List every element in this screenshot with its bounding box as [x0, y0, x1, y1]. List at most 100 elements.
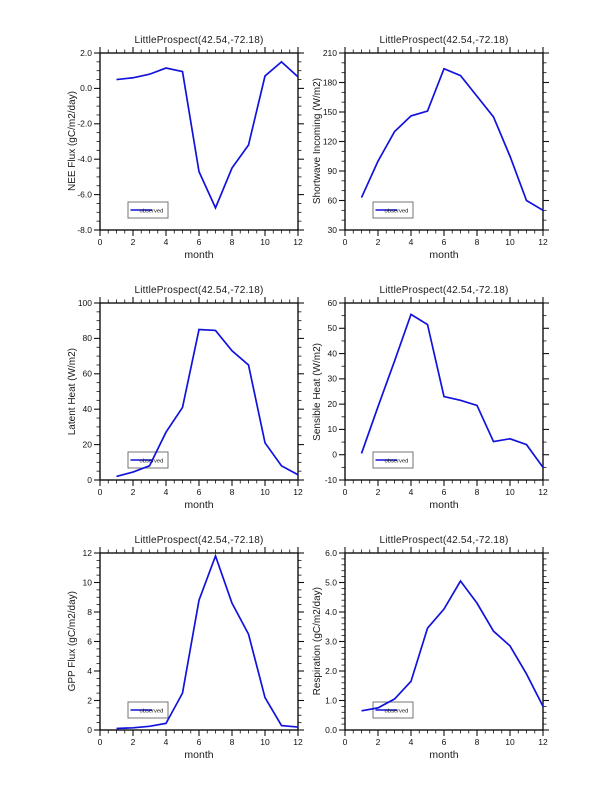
- observed-line: [360, 67, 544, 212]
- nee-flux-chart: 0 2 4 6 8 10 12 -8.0 -6.0 -4.0 -2.0 0.0 2.0 observed: [77, 47, 304, 247]
- svg-text:4: 4: [164, 737, 169, 747]
- svg-text:40: 40: [328, 348, 338, 358]
- svg-text:150: 150: [323, 107, 337, 117]
- svg-text:12: 12: [538, 487, 548, 497]
- x-axis-label: month: [429, 249, 459, 261]
- panel-latent-heat: LittleProspect(42.54,-72.18) Latent Heat…: [22, 278, 328, 528]
- x-axis-label: month: [184, 499, 214, 511]
- svg-text:6: 6: [197, 237, 202, 247]
- svg-text:4: 4: [164, 487, 169, 497]
- svg-text:8: 8: [475, 737, 480, 747]
- svg-text:12: 12: [538, 237, 548, 247]
- svg-text:-2.0: -2.0: [77, 119, 92, 129]
- svg-text:8: 8: [87, 607, 92, 617]
- svg-text:0: 0: [343, 737, 348, 747]
- svg-text:6: 6: [197, 737, 202, 747]
- svg-text:8: 8: [475, 237, 480, 247]
- shortwave-incoming-chart: 0 2 4 6 8 10 12 30 60 90 120 150 180 210 observed: [323, 47, 549, 247]
- svg-text:8: 8: [230, 237, 235, 247]
- svg-text:2: 2: [376, 237, 381, 247]
- sensible-heat-chart: 0 2 4 6 8 10 12 -10 0 10 20 30 40 50 60 observed: [325, 297, 549, 497]
- svg-text:0: 0: [98, 487, 103, 497]
- svg-text:0: 0: [98, 737, 103, 747]
- svg-text:10: 10: [260, 487, 270, 497]
- panel-respiration: LittleProspect(42.54,-72.18) Respiration…: [267, 528, 573, 778]
- svg-text:0: 0: [343, 237, 348, 247]
- svg-text:0: 0: [332, 450, 337, 460]
- legend: observed: [372, 701, 414, 719]
- x-axis-label: month: [429, 749, 459, 761]
- svg-text:4: 4: [87, 666, 92, 676]
- svg-text:4: 4: [409, 487, 414, 497]
- svg-text:2.0: 2.0: [325, 666, 337, 676]
- svg-text:90: 90: [328, 166, 338, 176]
- svg-text:0: 0: [87, 725, 92, 735]
- svg-text:2.0: 2.0: [80, 48, 92, 58]
- svg-text:2: 2: [87, 695, 92, 705]
- svg-text:observed: observed: [385, 708, 409, 714]
- svg-text:2: 2: [376, 737, 381, 747]
- svg-text:20: 20: [83, 439, 93, 449]
- svg-text:10: 10: [505, 487, 515, 497]
- chart-title: LittleProspect(42.54,-72.18): [379, 285, 509, 296]
- svg-text:observed: observed: [385, 208, 409, 214]
- svg-text:180: 180: [323, 77, 337, 87]
- svg-text:2: 2: [131, 487, 136, 497]
- panel-shortwave-incoming: LittleProspect(42.54,-72.18) Shortwave I…: [267, 28, 573, 278]
- chart-title: LittleProspect(42.54,-72.18): [134, 535, 264, 546]
- svg-text:2: 2: [376, 487, 381, 497]
- svg-text:10: 10: [260, 237, 270, 247]
- svg-text:4: 4: [164, 237, 169, 247]
- svg-text:4: 4: [409, 737, 414, 747]
- svg-text:observed: observed: [140, 208, 164, 214]
- respiration-chart: 0 2 4 6 8 10 12 0.0 1.0 2.0 3.0 4.0 5.0 6.0 observed: [325, 547, 549, 747]
- legend: observed: [372, 451, 414, 469]
- observed-line: [361, 579, 544, 712]
- svg-text:6: 6: [442, 737, 447, 747]
- svg-text:10: 10: [260, 737, 270, 747]
- svg-text:100: 100: [78, 298, 92, 308]
- observed-line: [116, 328, 299, 478]
- svg-text:0: 0: [98, 237, 103, 247]
- svg-text:-8.0: -8.0: [77, 225, 92, 235]
- svg-text:120: 120: [323, 136, 337, 146]
- svg-text:80: 80: [83, 333, 93, 343]
- svg-text:-10: -10: [325, 475, 338, 485]
- svg-text:0.0: 0.0: [325, 725, 337, 735]
- observed-line: [116, 60, 299, 211]
- svg-text:6: 6: [442, 237, 447, 247]
- panel-sensible-heat: LittleProspect(42.54,-72.18) Sensible He…: [267, 278, 573, 528]
- chart-title: LittleProspect(42.54,-72.18): [134, 285, 264, 296]
- svg-text:50: 50: [328, 323, 338, 333]
- svg-text:-6.0: -6.0: [77, 189, 92, 199]
- svg-text:6.0: 6.0: [325, 548, 337, 558]
- svg-text:3.0: 3.0: [325, 636, 337, 646]
- svg-text:5.0: 5.0: [325, 577, 337, 587]
- panel-nee-flux: LittleProspect(42.54,-72.18) NEE Flux (g…: [22, 28, 328, 278]
- svg-text:40: 40: [83, 404, 93, 414]
- svg-text:4.0: 4.0: [325, 607, 337, 617]
- svg-text:12: 12: [293, 487, 303, 497]
- x-axis-label: month: [184, 249, 214, 261]
- svg-text:6: 6: [442, 487, 447, 497]
- observed-line: [116, 553, 299, 730]
- svg-text:12: 12: [538, 737, 548, 747]
- panel-gpp-flux: LittleProspect(42.54,-72.18) GPP Flux (g…: [22, 528, 328, 778]
- svg-text:0: 0: [343, 487, 348, 497]
- svg-text:2: 2: [131, 237, 136, 247]
- gpp-flux-chart: 0 2 4 6 8 10 12 0 2 4 6 8 10 12 observed: [83, 547, 304, 747]
- svg-text:12: 12: [293, 737, 303, 747]
- svg-text:4: 4: [409, 237, 414, 247]
- svg-text:12: 12: [83, 548, 93, 558]
- svg-text:6: 6: [87, 636, 92, 646]
- svg-text:30: 30: [328, 225, 338, 235]
- legend: observed: [127, 701, 169, 719]
- x-axis-label: month: [184, 749, 214, 761]
- svg-text:60: 60: [328, 298, 338, 308]
- svg-text:10: 10: [328, 424, 338, 434]
- svg-text:12: 12: [293, 237, 303, 247]
- svg-text:1.0: 1.0: [325, 695, 337, 705]
- svg-text:0: 0: [87, 475, 92, 485]
